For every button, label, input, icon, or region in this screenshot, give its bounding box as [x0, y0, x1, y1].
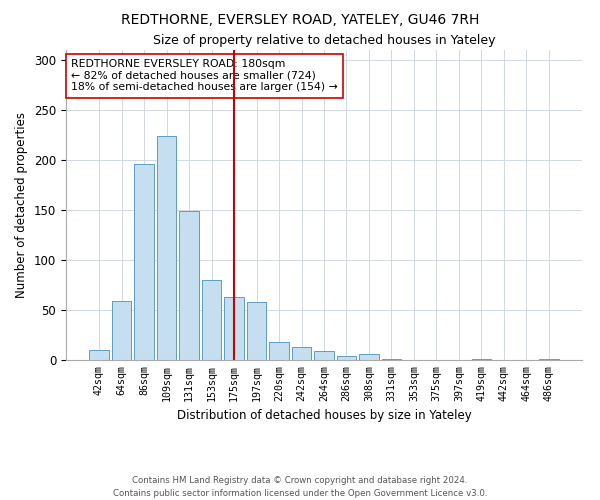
Bar	[179, 211, 199, 360]
Bar	[314, 351, 334, 360]
Text: Contains HM Land Registry data © Crown copyright and database right 2024.
Contai: Contains HM Land Registry data © Crown c…	[113, 476, 487, 498]
Bar	[224, 297, 244, 360]
Bar	[539, 359, 559, 360]
Bar	[89, 350, 109, 360]
Text: REDTHORNE EVERSLEY ROAD: 180sqm
← 82% of detached houses are smaller (724)
18% o: REDTHORNE EVERSLEY ROAD: 180sqm ← 82% of…	[71, 60, 338, 92]
Bar	[269, 342, 289, 360]
Bar	[112, 301, 131, 360]
Bar	[202, 280, 221, 360]
Bar	[134, 164, 154, 360]
Title: Size of property relative to detached houses in Yateley: Size of property relative to detached ho…	[153, 34, 495, 48]
Bar	[472, 359, 491, 360]
Text: REDTHORNE, EVERSLEY ROAD, YATELEY, GU46 7RH: REDTHORNE, EVERSLEY ROAD, YATELEY, GU46 …	[121, 12, 479, 26]
Bar	[292, 347, 311, 360]
X-axis label: Distribution of detached houses by size in Yateley: Distribution of detached houses by size …	[176, 409, 472, 422]
Y-axis label: Number of detached properties: Number of detached properties	[16, 112, 28, 298]
Bar	[337, 356, 356, 360]
Bar	[359, 354, 379, 360]
Bar	[157, 136, 176, 360]
Bar	[382, 359, 401, 360]
Bar	[247, 302, 266, 360]
